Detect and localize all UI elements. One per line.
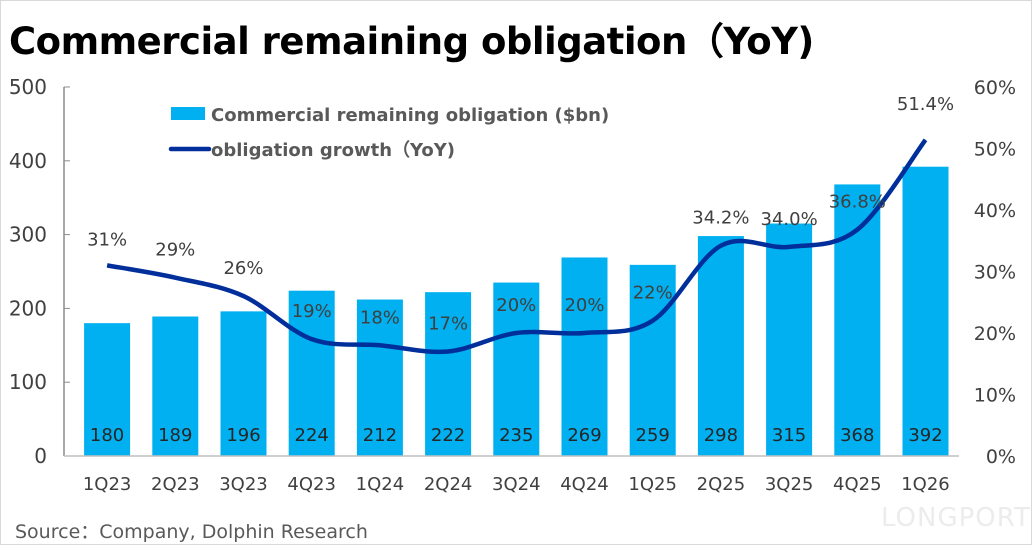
bar-1Q25 [629,264,676,456]
left-axis-tick-label: 100 [9,370,47,394]
bar-data-label: 298 [704,425,738,446]
growth-data-label: 31% [87,229,127,250]
bar-3Q24 [493,282,540,456]
x-axis-tick-label: 3Q25 [765,474,814,495]
bar-1Q24 [356,299,403,456]
x-axis-tick-label: 2Q23 [151,474,200,495]
right-axis-tick-label: 40% [974,200,1016,222]
left-axis-tick-label: 200 [9,296,47,320]
legend-line-label: obligation growth（YoY) [211,140,455,161]
chart-title: Commercial remaining obligation（YoY) [9,20,814,63]
growth-data-label: 29% [155,240,195,261]
bar-data-label: 235 [499,425,533,446]
x-axis-tick-label: 1Q25 [628,474,677,495]
bar-data-label: 212 [363,425,397,446]
bar-3Q25 [766,223,813,456]
bar-data-label: 392 [908,425,942,446]
x-axis-tick-label: 3Q23 [219,474,268,495]
left-axis-tick-label: 400 [9,149,47,173]
x-axis-tick-label: 1Q26 [901,474,950,495]
right-axis-tick-label: 60% [974,77,1016,99]
x-axis-tick-label: 2Q25 [697,474,746,495]
bar-data-label: 269 [567,425,601,446]
right-axis-tick-label: 0% [986,446,1016,468]
bar-4Q25 [834,184,881,456]
right-axis-tick-label: 20% [974,323,1016,345]
growth-data-label: 26% [223,258,263,279]
x-axis-tick-label: 4Q23 [287,474,336,495]
growth-data-label: 34.0% [761,209,818,230]
bar-data-label: 222 [431,425,465,446]
x-axis-tick-label: 4Q24 [560,474,609,495]
x-axis-tick-label: 1Q23 [83,474,132,495]
growth-data-label: 20% [496,295,536,316]
growth-data-label: 19% [292,301,332,322]
legend-bar-swatch [171,107,205,120]
right-axis-tick-label: 30% [974,262,1016,284]
bar-4Q23 [288,290,335,456]
bar-data-label: 189 [158,425,192,446]
bar-data-label: 196 [226,425,260,446]
bar-data-label: 259 [636,425,670,446]
right-axis-tick-label: 50% [974,139,1016,161]
legend-bar-label: Commercial remaining obligation ($bn) [211,105,609,126]
growth-data-label: 22% [633,283,673,304]
bar-data-label: 180 [90,425,124,446]
x-axis-tick-label: 1Q24 [356,474,405,495]
growth-data-label: 51.4% [897,94,954,115]
growth-data-label: 36.8% [829,192,886,213]
left-axis-tick-label: 300 [9,223,47,247]
x-axis-tick-label: 2Q24 [424,474,473,495]
bar-data-label: 315 [772,425,806,446]
bar-2Q24 [425,292,472,456]
growth-data-label: 34.2% [692,208,749,229]
x-axis-tick-label: 3Q24 [492,474,541,495]
bar-1Q26 [902,166,949,457]
bar-1Q23 [84,323,131,456]
growth-data-label: 17% [428,313,468,334]
bar-3Q23 [220,311,267,456]
left-axis-tick-label: 500 [9,75,47,99]
bar-data-label: 224 [295,425,329,446]
bar-2Q23 [152,316,199,456]
source-note: Source：Company, Dolphin Research [15,521,368,543]
growth-data-label: 18% [360,307,400,328]
bar-2Q25 [697,236,744,456]
x-axis-tick-label: 4Q25 [833,474,882,495]
left-axis-tick-label: 0 [34,444,47,468]
bar-data-label: 368 [840,425,874,446]
bar-4Q24 [561,257,608,456]
growth-data-label: 20% [564,295,604,316]
right-axis-tick-label: 10% [974,385,1016,407]
watermark-logo: LONGPORT [881,503,1031,533]
